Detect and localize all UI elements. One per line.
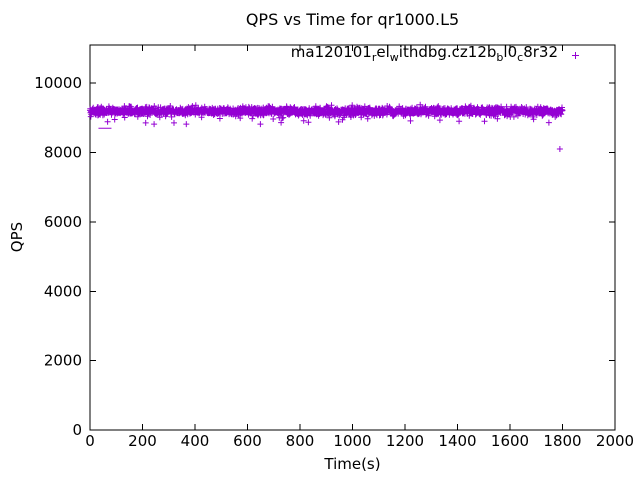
y-axis-label: QPS [8,221,26,253]
legend-label-segment: ma120101 [290,43,372,61]
y-tick-label: 4000 [44,282,82,300]
legend-label-segment: c [517,51,524,64]
y-tick-label: 6000 [44,213,82,231]
x-tick-label: 1000 [333,432,371,450]
legend-label-segment: l0 [503,43,518,61]
x-tick-label: 800 [286,432,315,450]
x-tick-label: 1400 [438,432,476,450]
x-tick-label: 1200 [386,432,424,450]
y-tick-label: 2000 [44,352,82,370]
legend-plus-glyph [572,51,579,59]
x-tick-label: 1800 [543,432,581,450]
y-tick-label: 8000 [44,144,82,162]
x-tick-label: 2000 [596,432,634,450]
legend-label-segment: b [496,51,504,64]
x-tick-label: 1600 [491,432,529,450]
y-tick-label: 0 [72,421,82,439]
y-tick-label: 10000 [34,74,82,92]
chart-title: QPS vs Time for qr1000.L5 [245,10,460,29]
qps-scatter-series [87,101,566,128]
legend-label-segment: r [371,51,377,64]
legend-label-segment: 8r32 [523,43,558,61]
x-tick-label: 400 [181,432,210,450]
legend-plus-marker-icon [572,51,579,59]
outlier-marker [556,146,563,153]
legend-series-label: ma120101relwithdbg.cz12bbl0c8r32 [291,43,558,67]
legend-label-segment: w [389,51,399,64]
x-axis-label: Time(s) [324,455,381,473]
legend-label-segment: el [376,43,390,61]
x-tick-label: 200 [128,432,157,450]
legend-label-segment: ithdbg.cz12b [398,43,497,61]
legend: ma120101relwithdbg.cz12bbl0c8r32 [291,43,583,67]
x-tick-label: 0 [85,432,95,450]
x-tick-label: 600 [233,432,262,450]
